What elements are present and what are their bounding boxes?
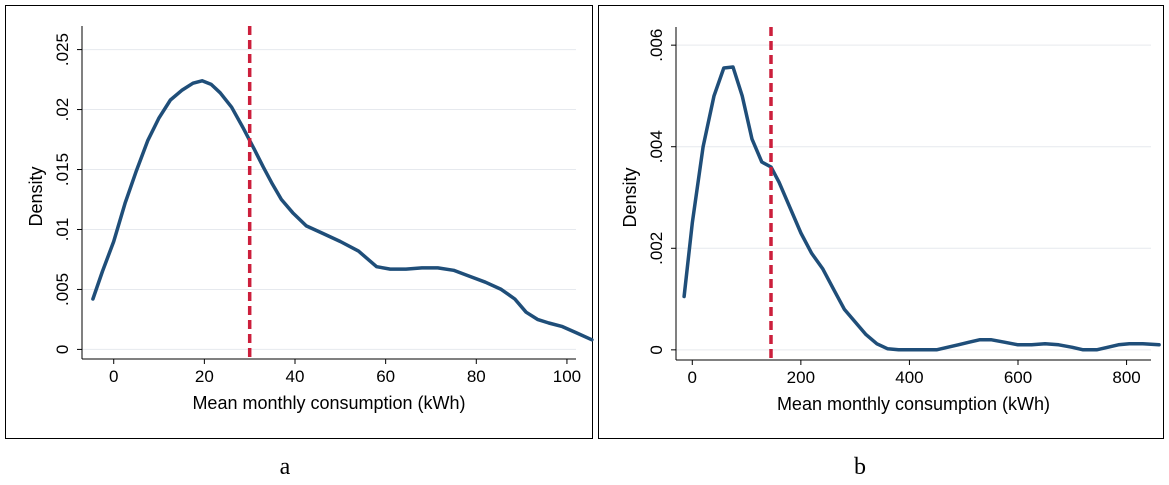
y-tick-label: .005 (53, 273, 72, 306)
panel-label-a: a (279, 454, 291, 480)
x-tick-label: 200 (787, 368, 815, 387)
x-tick-label: 40 (286, 367, 305, 386)
density-curve (91, 79, 594, 342)
chart-panel-b: 0 .002 .004 .006 0 200 400 600 800 Mean monthly c… (598, 5, 1164, 439)
x-tick-label: 0 (688, 368, 697, 387)
x-tick-label: 400 (895, 368, 923, 387)
y-axis-title: Density (26, 166, 46, 226)
y-tick-label: .004 (647, 130, 666, 163)
y-tick-label: 0 (53, 345, 72, 354)
density-chart-a: 0 .005 .01 .015 .02 .025 0 20 40 60 80 100 Mean mont… (26, 26, 594, 413)
y-tick-label: .01 (53, 218, 72, 242)
density-chart-b: 0 .002 .004 .006 0 200 400 600 800 Mean monthly c… (620, 27, 1161, 414)
y-tick-label: .025 (53, 33, 72, 66)
x-axis-title: Mean monthly consumption (kWh) (777, 394, 1050, 414)
x-axis-title: Mean monthly consumption (kWh) (192, 393, 465, 413)
y-tick-label: .02 (53, 98, 72, 122)
y-tick-label: .002 (647, 232, 666, 265)
y-axis-title: Density (620, 167, 640, 227)
y-tick-label: 0 (647, 345, 666, 354)
x-tick-label: 20 (195, 367, 214, 386)
x-tick-label: 80 (467, 367, 486, 386)
x-tick-label: 600 (1004, 368, 1032, 387)
x-tick-label: 800 (1112, 368, 1140, 387)
x-tick-label: 60 (376, 367, 395, 386)
x-tick-label: 100 (553, 367, 581, 386)
y-tick-label: .006 (647, 29, 666, 62)
density-curve (682, 65, 1161, 352)
x-tick-label: 0 (109, 367, 118, 386)
chart-panel-a: 0 .005 .01 .015 .02 .025 0 20 40 60 80 100 Mean mont… (5, 5, 594, 439)
panel-label-b: b (854, 454, 866, 480)
y-tick-label: .015 (53, 153, 72, 186)
